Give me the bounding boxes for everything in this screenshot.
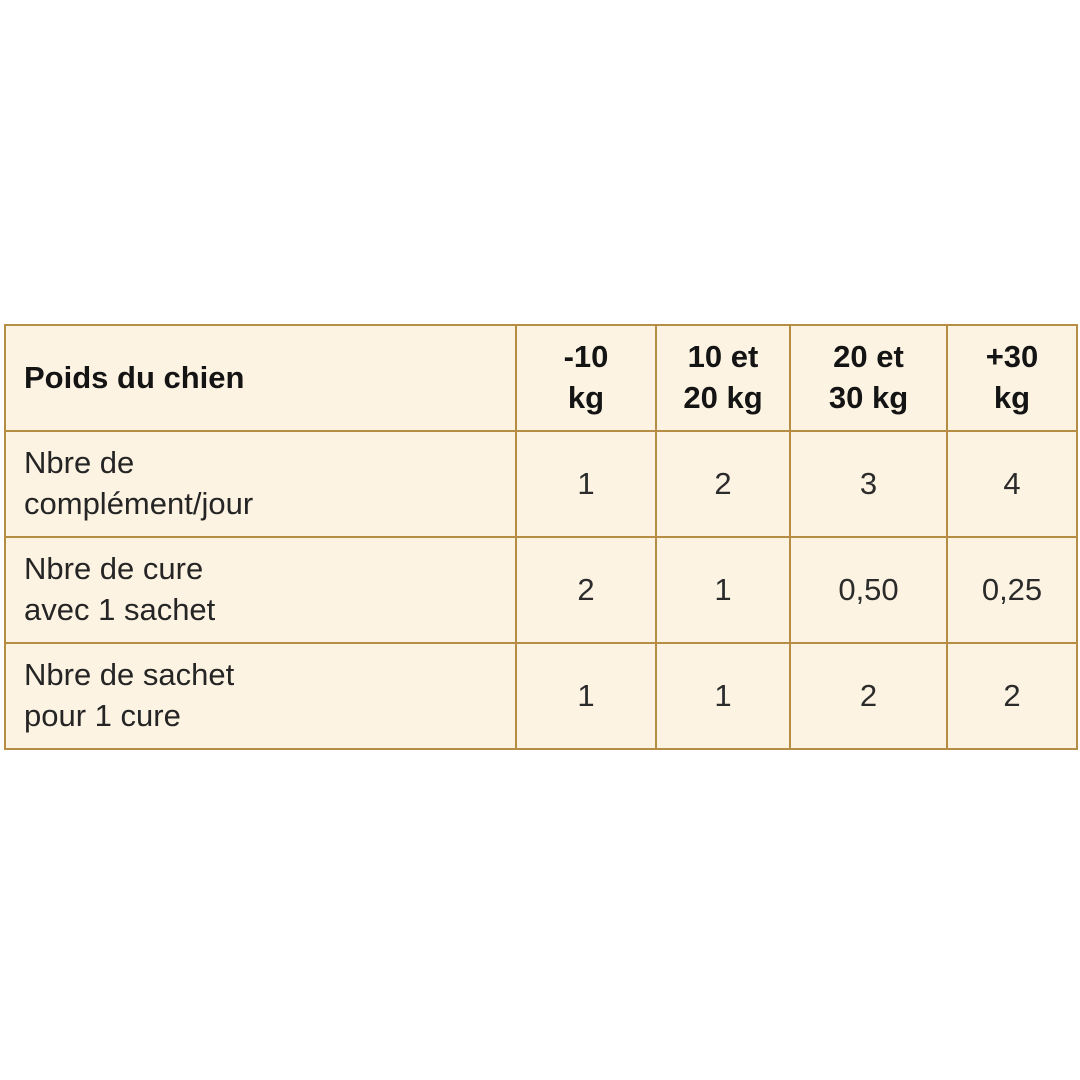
value-cell: 1 bbox=[655, 536, 791, 644]
col-header-over-30kg: +30 kg bbox=[946, 324, 1078, 432]
row-label-cure-sachet: Nbre de cure avec 1 sachet bbox=[4, 536, 517, 644]
dog-weight-dosage-table: Poids du chien -10 kg 10 et 20 kg 20 et … bbox=[4, 324, 1078, 750]
value-cell: 2 bbox=[655, 430, 791, 538]
value-cell: 2 bbox=[789, 642, 948, 750]
col-header-10-20kg: 10 et 20 kg bbox=[655, 324, 791, 432]
table-row-cure-sachet: Nbre de cure avec 1 sachet 2 1 0,50 0,25 bbox=[4, 536, 1078, 644]
value-cell: 4 bbox=[946, 430, 1078, 538]
value-cell: 0,50 bbox=[789, 536, 948, 644]
header-row: Poids du chien -10 kg 10 et 20 kg 20 et … bbox=[4, 324, 1078, 432]
value-cell: 3 bbox=[789, 430, 948, 538]
table-row-complement-jour: Nbre de complément/jour 1 2 3 4 bbox=[4, 430, 1078, 538]
value-cell: 1 bbox=[515, 430, 657, 538]
corner-header-poids-du-chien: Poids du chien bbox=[4, 324, 517, 432]
table-row-sachet-cure: Nbre de sachet pour 1 cure 1 1 2 2 bbox=[4, 642, 1078, 750]
row-label-sachet-cure: Nbre de sachet pour 1 cure bbox=[4, 642, 517, 750]
row-label-complement-jour: Nbre de complément/jour bbox=[4, 430, 517, 538]
col-header-under-10kg: -10 kg bbox=[515, 324, 657, 432]
col-header-20-30kg: 20 et 30 kg bbox=[789, 324, 948, 432]
value-cell: 2 bbox=[946, 642, 1078, 750]
value-cell: 1 bbox=[655, 642, 791, 750]
value-cell: 1 bbox=[515, 642, 657, 750]
value-cell: 0,25 bbox=[946, 536, 1078, 644]
value-cell: 2 bbox=[515, 536, 657, 644]
